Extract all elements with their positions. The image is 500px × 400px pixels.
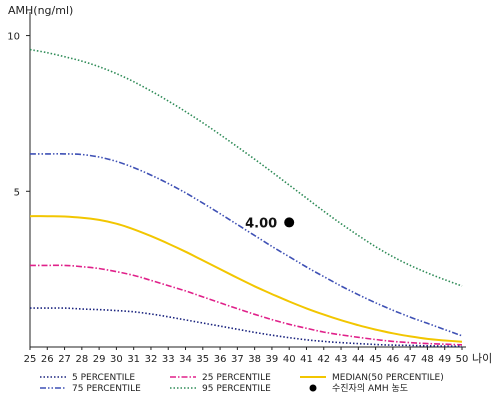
x-tick-label: 33 — [162, 354, 175, 365]
series-line-75-percentile — [29, 153, 463, 337]
marker-layer: 4.00 — [245, 216, 295, 231]
series-line-median-50-percentile- — [29, 215, 463, 343]
legend-label: MEDIAN(50 PERCENTILE) — [332, 373, 444, 383]
x-tick-label: 28 — [75, 354, 88, 365]
x-tick-label: 48 — [421, 354, 434, 365]
legend-label: 75 PERCENTILE — [72, 384, 141, 394]
series-line-5-percentile — [29, 307, 463, 348]
x-tick-label: 37 — [231, 354, 244, 365]
x-tick-label: 49 — [438, 354, 451, 365]
axes: AMH(ng/ml) 나이 5 10 25 26 27 28 29 30 31 32 33 34 35… — [7, 4, 492, 365]
y-axis-title: AMH(ng/ml) — [8, 4, 73, 17]
x-tick-label: 43 — [335, 354, 348, 365]
x-axis-title: 나이 — [472, 352, 492, 365]
x-tick-label: 25 — [24, 354, 37, 365]
x-tick-label: 40 — [283, 354, 296, 365]
x-tick-label: 46 — [387, 354, 400, 365]
x-tick-label: 32 — [145, 354, 158, 365]
x-tick-label: 36 — [214, 354, 227, 365]
y-tick-label: 10 — [7, 32, 20, 43]
x-tick-label: 34 — [179, 354, 192, 365]
x-tick-label: 38 — [248, 354, 261, 365]
x-tick-label: 35 — [196, 354, 209, 365]
y-ticks: 5 10 — [7, 32, 30, 198]
x-tick-label: 39 — [266, 354, 279, 365]
legend-label: 25 PERCENTILE — [202, 373, 271, 383]
x-tick-label: 45 — [369, 354, 382, 365]
x-tick-label: 26 — [41, 354, 54, 365]
x-tick-label: 44 — [352, 354, 365, 365]
x-tick-label: 29 — [93, 354, 106, 365]
x-tick-label: 30 — [110, 354, 123, 365]
legend-label: 5 PERCENTILE — [72, 373, 135, 383]
x-tick-label: 41 — [300, 354, 313, 365]
x-tick-label: 47 — [404, 354, 417, 365]
series-line-95-percentile — [29, 48, 463, 287]
x-tick-label: 27 — [58, 354, 71, 365]
x-tick-label: 42 — [317, 354, 330, 365]
series-line-25-percentile — [29, 264, 463, 346]
legend-label: 95 PERCENTILE — [202, 384, 271, 394]
x-tick-label: 31 — [127, 354, 140, 365]
legend-marker-label: 수진자의 AMH 농도 — [332, 383, 408, 394]
legend: 5 PERCENTILE 25 PERCENTILE MEDIAN(50 PERCE… — [40, 373, 444, 394]
patient-amh-value-label: 4.00 — [245, 216, 277, 231]
x-ticks: 25 26 27 28 29 30 31 32 33 34 35 36 37 38 39 40 41 42 43 44… — [24, 347, 469, 365]
patient-amh-marker — [284, 217, 295, 228]
legend-marker-swatch — [309, 384, 317, 392]
series-layer — [29, 48, 463, 348]
y-tick-label: 5 — [14, 187, 20, 198]
x-tick-label: 50 — [456, 354, 469, 365]
